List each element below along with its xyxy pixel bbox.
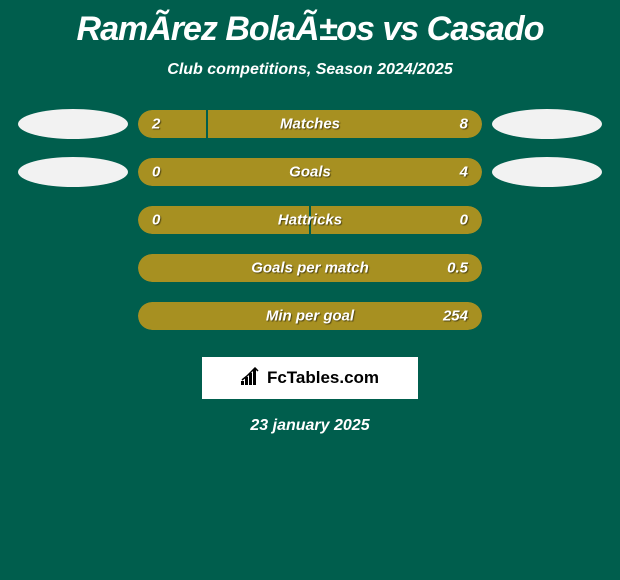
bar-fill-left xyxy=(138,110,207,138)
page-subtitle: Club competitions, Season 2024/2025 xyxy=(167,61,452,79)
stat-label: Goals per match xyxy=(251,260,369,277)
stats-row: 0 0 Hattricks xyxy=(18,205,602,235)
logo-label: FcTables.com xyxy=(267,368,379,388)
stat-value-right: 8 xyxy=(460,116,468,133)
stat-bar: 0.5 Goals per match xyxy=(138,254,482,282)
stat-value-left: 2 xyxy=(152,116,160,133)
spacer xyxy=(492,253,602,283)
main-container: RamÃrez BolaÃ±os vs Casado Club competit… xyxy=(0,0,620,435)
stat-value-right: 0 xyxy=(460,212,468,229)
page-title: RamÃrez BolaÃ±os vs Casado xyxy=(77,10,544,49)
spacer xyxy=(18,301,128,331)
stats-row: 254 Min per goal xyxy=(18,301,602,331)
player-left-marker xyxy=(18,109,128,139)
bar-fill-right xyxy=(207,110,482,138)
player-left-marker xyxy=(18,157,128,187)
stats-row: 2 8 Matches xyxy=(18,109,602,139)
stat-value-right: 0.5 xyxy=(447,260,468,277)
logo-box: FcTables.com xyxy=(202,357,418,399)
player-right-marker xyxy=(492,157,602,187)
stat-value-right: 4 xyxy=(460,164,468,181)
stats-container: 2 8 Matches 0 4 Goals 0 0 Hattricks 0.5 Goals per … xyxy=(18,109,602,349)
logo-text: FcTables.com xyxy=(241,367,379,390)
player-right-marker xyxy=(492,109,602,139)
stats-row: 0.5 Goals per match xyxy=(18,253,602,283)
spacer xyxy=(492,301,602,331)
spacer xyxy=(492,205,602,235)
stats-row: 0 4 Goals xyxy=(18,157,602,187)
stat-label: Min per goal xyxy=(266,308,354,325)
spacer xyxy=(18,205,128,235)
stat-bar: 2 8 Matches xyxy=(138,110,482,138)
stat-value-left: 0 xyxy=(152,212,160,229)
stat-label: Hattricks xyxy=(278,212,342,229)
stat-bar: 254 Min per goal xyxy=(138,302,482,330)
stat-label: Matches xyxy=(280,116,340,133)
spacer xyxy=(18,253,128,283)
stat-value-right: 254 xyxy=(443,308,468,325)
chart-icon xyxy=(241,367,263,390)
stat-label: Goals xyxy=(289,164,331,181)
stat-value-left: 0 xyxy=(152,164,160,181)
bar-divider xyxy=(206,110,208,138)
stat-bar: 0 0 Hattricks xyxy=(138,206,482,234)
date-text: 23 january 2025 xyxy=(250,417,369,435)
stat-bar: 0 4 Goals xyxy=(138,158,482,186)
